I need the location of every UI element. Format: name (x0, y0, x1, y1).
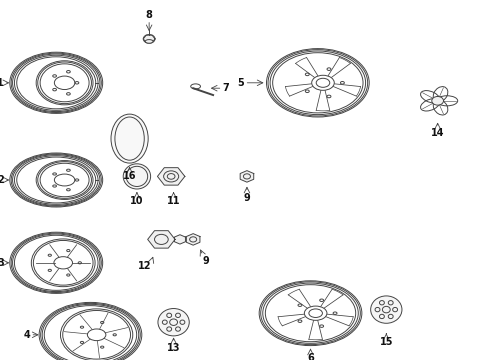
Ellipse shape (145, 40, 153, 43)
Text: 4: 4 (23, 330, 30, 340)
Text: 7: 7 (222, 83, 229, 93)
Polygon shape (147, 231, 175, 248)
Text: 14: 14 (430, 128, 444, 138)
Ellipse shape (158, 309, 189, 336)
Text: 12: 12 (138, 261, 151, 271)
Text: 6: 6 (306, 353, 313, 360)
Text: 13: 13 (166, 343, 180, 353)
Text: 10: 10 (130, 196, 143, 206)
Ellipse shape (431, 96, 443, 105)
Polygon shape (157, 168, 184, 185)
Text: 8: 8 (145, 10, 152, 20)
Text: 9: 9 (203, 256, 209, 266)
Text: 5: 5 (237, 78, 244, 88)
Ellipse shape (123, 164, 150, 189)
Text: 2: 2 (0, 175, 4, 185)
Text: 1: 1 (0, 78, 4, 88)
Text: 15: 15 (379, 337, 392, 347)
Text: 9: 9 (243, 193, 250, 203)
Text: 11: 11 (166, 196, 180, 206)
Text: 3: 3 (0, 258, 4, 268)
Text: 16: 16 (122, 171, 136, 181)
Polygon shape (240, 171, 253, 182)
Ellipse shape (370, 296, 401, 323)
Polygon shape (174, 235, 185, 244)
Polygon shape (186, 234, 200, 245)
Ellipse shape (143, 35, 155, 43)
Ellipse shape (111, 114, 148, 163)
